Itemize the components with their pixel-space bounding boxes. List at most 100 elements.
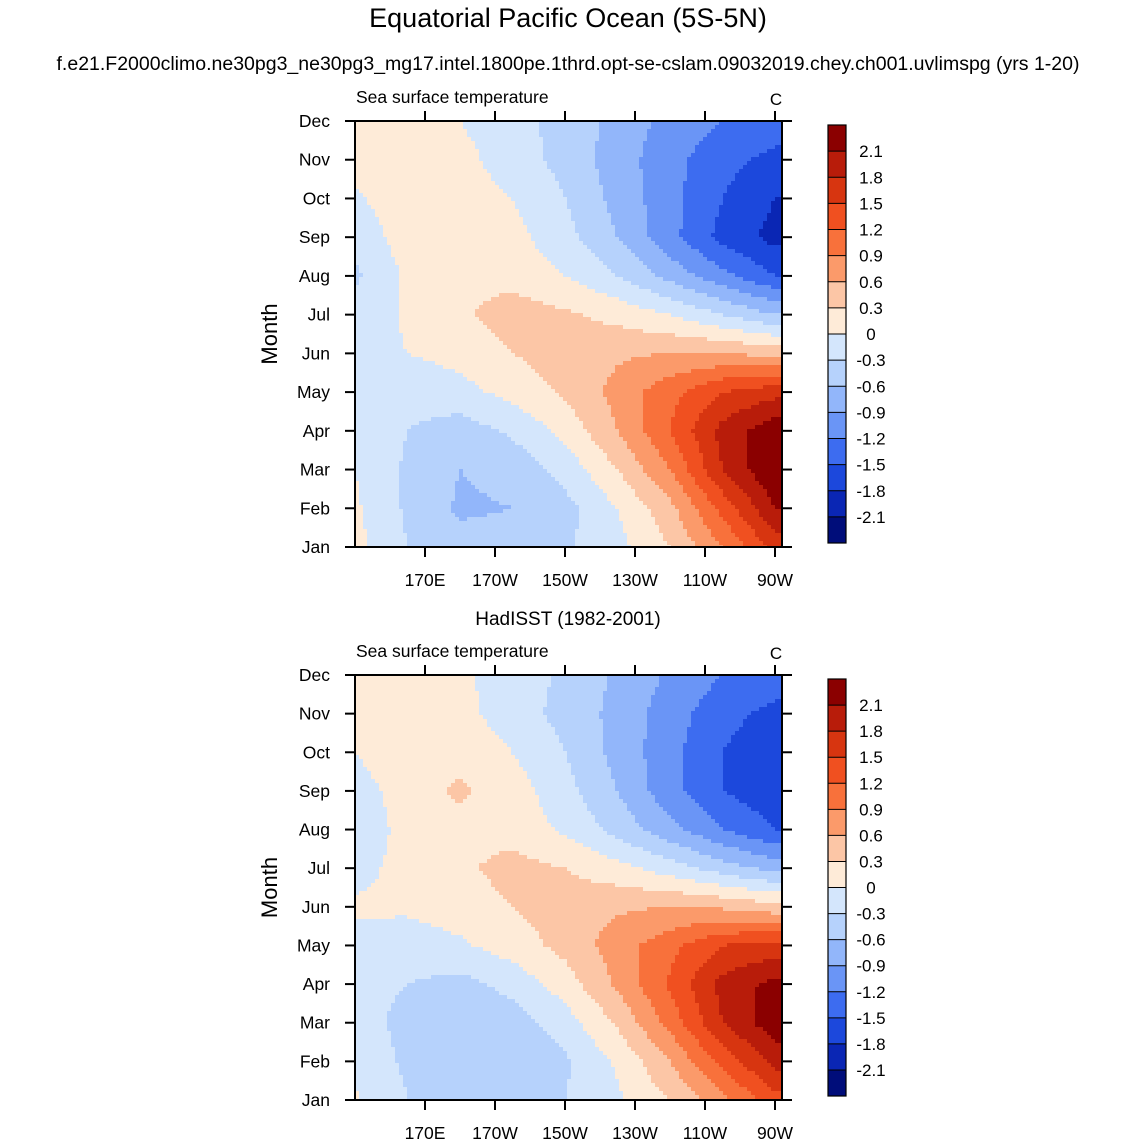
heat-cell bbox=[491, 317, 495, 321]
heat-cell bbox=[423, 349, 427, 353]
heat-cell bbox=[535, 537, 539, 541]
heat-cell bbox=[515, 309, 519, 313]
heat-cell bbox=[459, 209, 463, 213]
heat-cell bbox=[403, 213, 407, 217]
heat-cell bbox=[479, 293, 483, 297]
heat-cell bbox=[371, 277, 375, 281]
heat-cell bbox=[415, 285, 419, 289]
heat-cell bbox=[535, 345, 539, 349]
heat-cell bbox=[391, 365, 395, 369]
heat-cell bbox=[451, 209, 455, 213]
heat-cell bbox=[371, 469, 375, 473]
heat-cell bbox=[371, 541, 375, 545]
heat-cell bbox=[403, 517, 407, 521]
heat-cell bbox=[431, 465, 435, 469]
heat-cell bbox=[387, 257, 391, 261]
heat-cell bbox=[443, 145, 447, 149]
heat-cell bbox=[367, 197, 371, 201]
heat-cell bbox=[523, 293, 527, 297]
heat-cell bbox=[407, 337, 411, 341]
heat-cell bbox=[483, 137, 487, 141]
heat-cell bbox=[479, 333, 483, 337]
heat-cell bbox=[367, 389, 371, 393]
heat-cell bbox=[503, 445, 507, 449]
heat-cell bbox=[395, 473, 399, 477]
heat-cell bbox=[451, 145, 455, 149]
heat-cell bbox=[467, 217, 471, 221]
heat-cell bbox=[519, 293, 523, 297]
heat-cell bbox=[359, 173, 363, 177]
heat-cell bbox=[499, 413, 503, 417]
heat-cell bbox=[527, 145, 531, 149]
heat-cell bbox=[423, 273, 427, 277]
heat-cell bbox=[427, 517, 431, 521]
heat-cell bbox=[391, 537, 395, 541]
heat-cell bbox=[491, 485, 495, 489]
heat-cell bbox=[435, 361, 439, 365]
heat-cell bbox=[527, 165, 531, 169]
heat-cell bbox=[375, 161, 379, 165]
heat-cell bbox=[499, 233, 503, 237]
heat-cell bbox=[467, 169, 471, 173]
heat-cell bbox=[483, 201, 487, 205]
heat-cell bbox=[451, 277, 455, 281]
heat-cell bbox=[471, 165, 475, 169]
heat-cell bbox=[399, 257, 403, 261]
heat-cell bbox=[459, 249, 463, 253]
heat-cell bbox=[367, 277, 371, 281]
heat-cell bbox=[419, 177, 423, 181]
heat-cell bbox=[475, 193, 479, 197]
heat-cell bbox=[515, 245, 519, 249]
heat-cell bbox=[363, 141, 367, 145]
heat-cell bbox=[459, 505, 463, 509]
heat-cell bbox=[527, 421, 531, 425]
heat-cell bbox=[539, 357, 543, 361]
heat-cell bbox=[411, 349, 415, 353]
heat-cell bbox=[383, 177, 387, 181]
heat-cell bbox=[499, 541, 503, 545]
heat-cell bbox=[443, 481, 447, 485]
heat-cell bbox=[499, 125, 503, 129]
heat-cell bbox=[371, 513, 375, 517]
heat-cell bbox=[487, 337, 491, 341]
heat-cell bbox=[479, 389, 483, 393]
heat-cell bbox=[455, 453, 459, 457]
heat-cell bbox=[411, 317, 415, 321]
heat-cell bbox=[443, 197, 447, 201]
heat-cell bbox=[503, 237, 507, 241]
heat-cell bbox=[539, 229, 543, 233]
heat-cell bbox=[531, 489, 535, 493]
heat-cell bbox=[479, 357, 483, 361]
heat-cell bbox=[479, 241, 483, 245]
heat-cell bbox=[539, 309, 543, 313]
heat-cell bbox=[499, 165, 503, 169]
heat-cell bbox=[403, 485, 407, 489]
heat-cell bbox=[475, 485, 479, 489]
heat-cell bbox=[407, 353, 411, 357]
heat-cell bbox=[487, 365, 491, 369]
heat-cell bbox=[467, 261, 471, 265]
heat-cell bbox=[471, 541, 475, 545]
heat-cell bbox=[467, 321, 471, 325]
heat-cell bbox=[463, 125, 467, 129]
heat-cell bbox=[515, 177, 519, 181]
heat-cell bbox=[463, 493, 467, 497]
heat-cell bbox=[391, 489, 395, 493]
heat-cell bbox=[435, 165, 439, 169]
heat-cell bbox=[379, 533, 383, 537]
heat-cell bbox=[383, 261, 387, 265]
heat-cell bbox=[443, 381, 447, 385]
heat-cell bbox=[519, 177, 523, 181]
heat-cell bbox=[455, 505, 459, 509]
heat-cell bbox=[423, 525, 427, 529]
heat-cell bbox=[447, 297, 451, 301]
heat-cell bbox=[503, 329, 507, 333]
heat-cell bbox=[503, 357, 507, 361]
heat-cell bbox=[531, 173, 535, 177]
heat-cell bbox=[515, 181, 519, 185]
heat-cell bbox=[359, 225, 363, 229]
heat-cell bbox=[487, 157, 491, 161]
heat-cell bbox=[487, 325, 491, 329]
heat-cell bbox=[519, 241, 523, 245]
heat-cell bbox=[427, 245, 431, 249]
